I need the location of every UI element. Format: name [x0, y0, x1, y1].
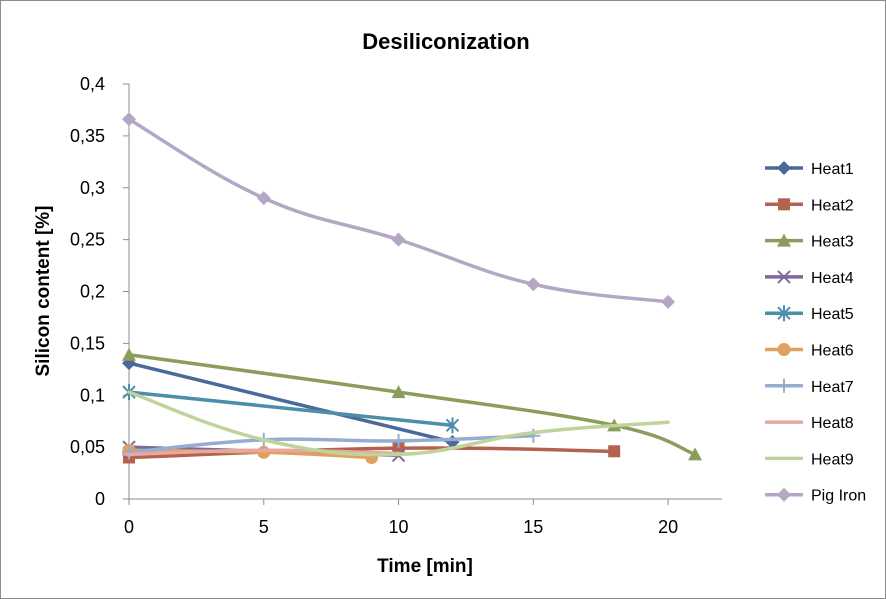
y-tick-label: 0,05 [70, 437, 105, 457]
data-point-heat7 [391, 433, 406, 448]
legend-label: Heat7 [811, 379, 854, 396]
data-point-pig-iron [391, 232, 406, 247]
x-tick-label: 0 [124, 517, 134, 537]
data-point-heat3 [688, 447, 703, 461]
data-point-pig-iron [661, 294, 676, 309]
legend-label: Pig Iron [811, 488, 866, 505]
legend-item-pig-iron: Pig Iron [765, 487, 866, 505]
series-line-heat7 [127, 433, 536, 455]
series-line-heat1 [127, 361, 455, 444]
chart-title: Desiliconization [362, 29, 529, 54]
legend-marker-pig-iron [777, 487, 791, 502]
y-tick-label: 0,1 [80, 385, 105, 405]
y-tick-label: 0,2 [80, 282, 105, 302]
data-point-heat5 [445, 417, 460, 434]
legend-item-heat3: Heat3 [765, 233, 854, 251]
legend-item-heat7: Heat7 [765, 379, 854, 396]
x-tick-label: 20 [658, 517, 678, 537]
x-tick-label: 15 [523, 517, 543, 537]
y-axis-title: Silicon content [%] [33, 206, 54, 377]
data-point-heat2 [608, 445, 621, 458]
data-point-heat6 [257, 445, 271, 459]
legend-label: Heat6 [811, 343, 854, 360]
series-pig-iron [122, 112, 676, 309]
y-tick-label: 0,15 [70, 333, 105, 353]
legend-item-heat4: Heat4 [765, 270, 854, 287]
y-tick-label: 0,3 [80, 178, 105, 198]
x-tick-label: 10 [389, 517, 409, 537]
legend-marker-heat6 [777, 343, 791, 356]
legend-item-heat8: Heat8 [765, 415, 854, 432]
data-point-pig-iron [256, 191, 271, 206]
legend-marker-heat5 [777, 305, 791, 322]
legend-item-heat9: Heat9 [765, 451, 854, 468]
legend-item-heat6: Heat6 [765, 343, 854, 360]
legend-marker-heat2 [778, 198, 790, 211]
axes: 0 0,05 0,1 0,15 0,2 0,25 0,3 0,35 0,4 0 5 10 15 20 [70, 74, 722, 537]
y-tick-label: 0,35 [70, 126, 105, 146]
series-line-heat3 [127, 353, 697, 457]
legend-label: Heat8 [811, 415, 854, 432]
legend-label: Heat9 [811, 451, 854, 468]
legend-marker-heat3 [777, 233, 791, 247]
series-line-heat5 [127, 390, 455, 428]
series-line-pig-iron [127, 117, 670, 304]
legend-label: Heat5 [811, 306, 854, 323]
data-point-heat3 [122, 347, 136, 361]
series-heat1 [122, 356, 460, 449]
legend-item-heat1: Heat1 [765, 161, 854, 178]
legend: Heat1 Heat2 Heat3 Heat4 Heat5 Heat6 Heat7 Heat8… [765, 161, 866, 505]
legend-label: Heat2 [811, 197, 854, 214]
y-tick-label: 0,25 [70, 230, 105, 250]
legend-label: Heat4 [811, 270, 854, 287]
legend-item-heat5: Heat5 [765, 305, 854, 323]
legend-label: Heat3 [811, 234, 854, 251]
x-tick-label: 5 [259, 517, 269, 537]
data-point-pig-iron [122, 112, 136, 127]
series-line-heat9 [127, 390, 670, 457]
x-axis-title: Time [min] [377, 556, 473, 577]
data-point-heat3 [391, 385, 406, 399]
legend-marker-heat4 [777, 270, 791, 284]
data-point-pig-iron [526, 277, 541, 292]
legend-label: Heat1 [811, 161, 854, 178]
legend-item-heat2: Heat2 [765, 197, 854, 214]
y-tick-label: 0,4 [80, 74, 105, 94]
series-heat9 [127, 390, 670, 457]
data-point-heat7 [122, 445, 136, 460]
legend-marker-heat1 [777, 161, 791, 175]
legend-marker-heat7 [777, 378, 791, 393]
series-layer [122, 112, 703, 464]
y-tick-label: 0 [95, 489, 105, 509]
